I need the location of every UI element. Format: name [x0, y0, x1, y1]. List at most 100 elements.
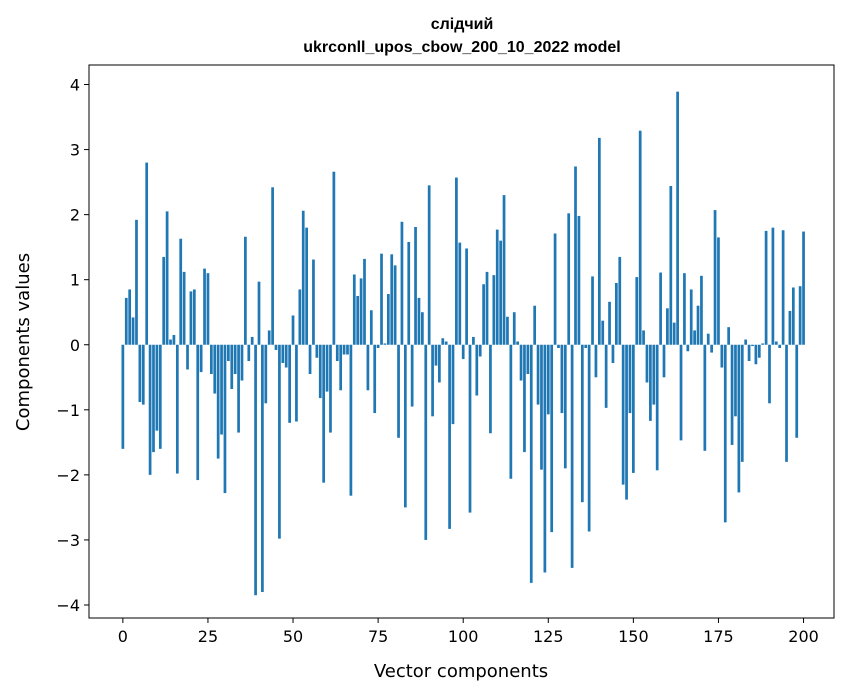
bar-181 — [737, 344, 741, 493]
bar-179 — [730, 344, 734, 445]
bar-66 — [346, 344, 349, 355]
bar-72 — [366, 344, 370, 391]
bar-100 — [461, 344, 465, 360]
bar-97 — [451, 344, 455, 425]
bar-8 — [148, 344, 152, 475]
bar-68 — [352, 274, 356, 345]
chart-title-line2: ukrconll_upos_cbow_200_10_2022 model — [303, 39, 620, 56]
y-tick-label: −1 — [56, 401, 80, 420]
bar-188 — [761, 343, 765, 345]
bar-19 — [186, 344, 189, 370]
bar-150 — [632, 344, 635, 473]
bar-99 — [458, 242, 462, 345]
bar-76 — [380, 253, 383, 345]
bar-133 — [574, 166, 577, 345]
bar-34 — [237, 344, 240, 433]
bar-173 — [710, 344, 714, 353]
bar-141 — [601, 320, 605, 345]
bar-38 — [250, 336, 254, 345]
bar-10 — [155, 344, 159, 431]
bar-52 — [298, 289, 302, 345]
bar-49 — [288, 344, 291, 423]
bar-65 — [342, 344, 346, 355]
bar-126 — [550, 344, 554, 533]
bar-30 — [223, 344, 227, 494]
bar-13 — [165, 211, 169, 345]
bar-191 — [771, 227, 775, 345]
bar-78 — [386, 294, 390, 345]
bar-39 — [254, 344, 257, 596]
bar-104 — [475, 344, 479, 396]
bar-111 — [499, 240, 502, 345]
bar-60 — [325, 344, 329, 392]
bar-98 — [455, 177, 458, 345]
bar-128 — [557, 344, 560, 348]
y-tick-label: 2 — [70, 206, 80, 225]
bar-122 — [536, 344, 540, 405]
bar-95 — [444, 341, 448, 345]
bar-77 — [383, 343, 387, 345]
bar-184 — [747, 344, 751, 362]
bar-17 — [179, 238, 183, 345]
bar-166 — [686, 344, 690, 352]
bar-143 — [608, 301, 611, 345]
bar-70 — [359, 278, 363, 345]
bar-135 — [580, 344, 584, 503]
bar-163 — [676, 91, 679, 345]
bar-149 — [628, 344, 632, 414]
y-tick-label: 4 — [70, 76, 80, 95]
bar-134 — [577, 215, 581, 345]
bar-146 — [618, 256, 622, 345]
bar-24 — [203, 268, 206, 345]
bar-41 — [261, 344, 264, 592]
bar-140 — [597, 137, 601, 345]
bar-90 — [427, 185, 431, 345]
bar-139 — [594, 344, 598, 378]
bar-102 — [468, 344, 472, 513]
bar-155 — [649, 344, 652, 421]
bar-178 — [727, 327, 731, 345]
bar-109 — [492, 275, 496, 345]
x-tick-label: 0 — [118, 627, 128, 646]
bar-94 — [441, 338, 445, 345]
x-tick-label: 175 — [703, 627, 734, 646]
bar-123 — [540, 344, 543, 470]
bar-4 — [135, 219, 138, 345]
bar-22 — [196, 344, 200, 481]
bar-6 — [141, 344, 145, 405]
x-tick-label: 200 — [788, 627, 819, 646]
bar-23 — [199, 344, 203, 373]
bar-110 — [495, 229, 499, 345]
bar-63 — [335, 344, 339, 362]
bar-182 — [740, 344, 744, 462]
bar-137 — [587, 344, 591, 532]
bar-42 — [264, 344, 268, 404]
bar-51 — [295, 344, 298, 422]
bar-144 — [611, 344, 615, 363]
bar-120 — [529, 344, 533, 583]
bar-200 — [802, 231, 805, 345]
bar-154 — [645, 344, 649, 383]
x-tick-label: 150 — [618, 627, 649, 646]
bar-199 — [798, 286, 802, 345]
bar-158 — [659, 272, 662, 345]
bar-3 — [131, 317, 135, 345]
bar-2 — [128, 289, 132, 345]
bar-147 — [621, 344, 625, 485]
bar-174 — [713, 210, 717, 345]
y-tick-label: 3 — [70, 141, 80, 160]
bar-153 — [642, 330, 645, 345]
bar-170 — [700, 275, 703, 345]
bar-167 — [689, 289, 693, 345]
bar-138 — [591, 276, 594, 345]
bar-40 — [257, 281, 261, 345]
bar-114 — [509, 344, 513, 479]
bar-58 — [318, 344, 322, 399]
y-tick-label: 0 — [70, 336, 80, 355]
bar-169 — [696, 305, 700, 345]
bar-130 — [563, 344, 567, 469]
x-tick-label: 100 — [448, 627, 479, 646]
bar-32 — [230, 344, 234, 389]
bar-84 — [407, 241, 411, 345]
